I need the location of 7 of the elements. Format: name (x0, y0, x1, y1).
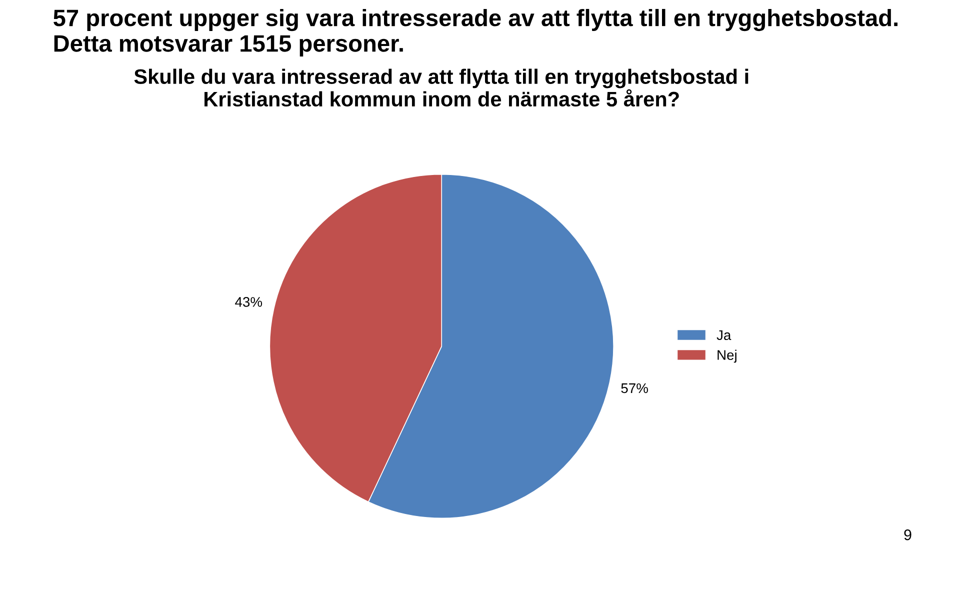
legend-label: Nej (718, 350, 736, 363)
data-label: 57% (621, 383, 648, 394)
text: 9 (904, 529, 912, 540)
legend-label: Ja (716, 330, 732, 340)
chart-subtitle: Skulle du vara intresserad av att flytta till en trygghetsbostad i Kristianstad kommun inom de närmaste 5 åren? (134, 68, 748, 107)
chart-title: 57 procent uppger sig vara intresserade av att flytta till en trygghetsbostad. Detta motsvarar 1515 personer. (54, 8, 898, 56)
data-label: 43% (235, 297, 262, 307)
